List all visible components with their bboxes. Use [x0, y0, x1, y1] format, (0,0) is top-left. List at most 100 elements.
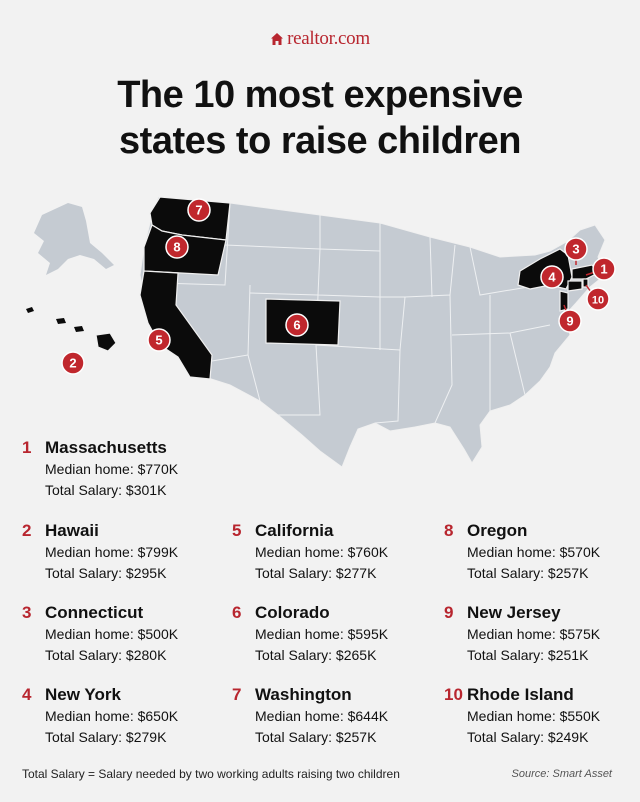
entry-state: Washington — [255, 685, 352, 704]
marker-label: 6 — [293, 318, 300, 333]
brand-name: realtor.com — [287, 28, 370, 49]
entry-total-salary: Total Salary: $257K — [467, 565, 589, 581]
marker-label: 9 — [566, 314, 573, 329]
house-icon — [271, 33, 284, 45]
entry-median-home: Median home: $760K — [255, 544, 389, 560]
marker-circle — [586, 287, 610, 311]
entry-heading: 4 New York — [22, 684, 212, 706]
marker-circle — [592, 257, 616, 281]
entry-heading: 9 New Jersey — [444, 602, 634, 624]
entry-total-salary: Total Salary: $251K — [467, 647, 589, 663]
state-connecticut — [567, 280, 583, 292]
entry-rank: 3 — [22, 603, 32, 622]
entry-state: New York — [45, 685, 121, 704]
ranking-entry: 6 Colorado Median home: $595K Total Salary:… — [232, 602, 422, 666]
map-base-states — [26, 196, 606, 468]
map-rank-marker: 9 — [558, 309, 582, 333]
ranking-entry: 5 California Median home: $760K Total Salar… — [232, 520, 422, 584]
marker-label: 5 — [155, 333, 162, 348]
marker-circle — [285, 313, 309, 337]
entry-state: Hawaii — [45, 521, 99, 540]
entry-state: Oregon — [467, 521, 528, 540]
marker-label: 7 — [195, 203, 202, 218]
marker-circle — [61, 351, 85, 375]
map-rank-marker: 8 — [165, 235, 189, 259]
entry-median-home: Median home: $644K — [255, 708, 389, 724]
entry-median-home: Median home: $770K — [45, 461, 179, 477]
entry-heading: 3 Connecticut — [22, 602, 212, 624]
entry-heading: 10 Rhode Island — [444, 684, 634, 706]
source-credit: Source: Smart Asset — [511, 768, 612, 780]
brand-logo: realtor.com — [0, 28, 640, 50]
entry-total-salary: Total Salary: $277K — [255, 565, 377, 581]
entry-state: Connecticut — [45, 603, 144, 622]
title-line-1: The 10 most expensive — [117, 74, 523, 116]
entry-total-salary: Total Salary: $279K — [45, 729, 167, 745]
entry-rank: 6 — [232, 603, 242, 622]
title-line-2: states to raise children — [119, 120, 521, 162]
ranking-entry: 4 New York Median home: $650K Total Salary:… — [22, 684, 212, 748]
ranking-entry: 3 Connecticut Median home: $500K Total Sala… — [22, 602, 212, 666]
entry-state: Rhode Island — [467, 685, 574, 704]
entry-heading: 5 California — [232, 520, 422, 542]
entry-median-home: Median home: $595K — [255, 626, 389, 642]
ranking-entry: 8 Oregon Median home: $570K Total Salary: $… — [444, 520, 634, 584]
us-map: 1 2 3 4 5 6 7 8 9 10 — [26, 196, 616, 468]
footnote: Total Salary = Salary needed by two work… — [22, 767, 400, 781]
state-hawaii-big-island — [95, 332, 117, 352]
entry-rank: 2 — [22, 521, 32, 540]
state-new-jersey — [559, 290, 569, 312]
entry-state: New Jersey — [467, 603, 561, 622]
entry-median-home: Median home: $575K — [467, 626, 601, 642]
entry-rank: 9 — [444, 603, 454, 622]
alaska — [34, 203, 114, 275]
entry-rank: 10 — [444, 685, 463, 704]
entry-total-salary: Total Salary: $265K — [255, 647, 377, 663]
entry-heading: 1 Massachusetts — [22, 437, 212, 459]
entry-median-home: Median home: $570K — [467, 544, 601, 560]
entry-rank: 8 — [444, 521, 454, 540]
entry-rank: 1 — [22, 438, 32, 457]
map-rank-marker: 4 — [540, 265, 564, 289]
map-rank-marker: 2 — [61, 351, 85, 375]
entry-heading: 2 Hawaii — [22, 520, 212, 542]
marker-circle — [187, 198, 211, 222]
us-mainland — [139, 196, 606, 468]
map-rank-marker: 5 — [147, 328, 171, 352]
marker-label: 10 — [592, 295, 604, 307]
marker-label: 2 — [69, 356, 76, 371]
entry-state: Massachusetts — [45, 438, 167, 457]
entry-rank: 5 — [232, 521, 242, 540]
marker-circle — [558, 309, 582, 333]
state-california — [139, 270, 213, 380]
entry-median-home: Median home: $550K — [467, 708, 601, 724]
entry-rank: 7 — [232, 685, 242, 704]
ranking-entry: 10 Rhode Island Median home: $550K Total Sa… — [444, 684, 634, 748]
entry-total-salary: Total Salary: $280K — [45, 647, 167, 663]
entry-total-salary: Total Salary: $295K — [45, 565, 167, 581]
map-rank-marker: 3 — [564, 237, 588, 261]
map-rank-marker: 1 — [592, 257, 616, 281]
marker-circle — [165, 235, 189, 259]
entry-rank: 4 — [22, 685, 32, 704]
ranking-entry: 1 Massachusetts Median home: $770K Total Sa… — [22, 437, 212, 501]
map-rank-marker: 10 — [586, 287, 610, 311]
marker-circle — [540, 265, 564, 289]
marker-label: 1 — [600, 262, 607, 277]
entry-total-salary: Total Salary: $257K — [255, 729, 377, 745]
entry-state: Colorado — [255, 603, 330, 622]
map-rank-marker: 6 — [285, 313, 309, 337]
page-title: The 10 most expensive states to raise ch… — [0, 72, 640, 164]
entry-heading: 8 Oregon — [444, 520, 634, 542]
entry-total-salary: Total Salary: $301K — [45, 482, 167, 498]
ranking-entry: 9 New Jersey Median home: $575K Total Salar… — [444, 602, 634, 666]
entry-state: California — [255, 521, 334, 540]
entry-median-home: Median home: $799K — [45, 544, 179, 560]
entry-heading: 7 Washington — [232, 684, 422, 706]
map-rank-marker: 7 — [187, 198, 211, 222]
entry-median-home: Median home: $500K — [45, 626, 179, 642]
marker-circle — [564, 237, 588, 261]
marker-label: 4 — [548, 270, 556, 285]
marker-circle — [147, 328, 171, 352]
entry-total-salary: Total Salary: $249K — [467, 729, 589, 745]
